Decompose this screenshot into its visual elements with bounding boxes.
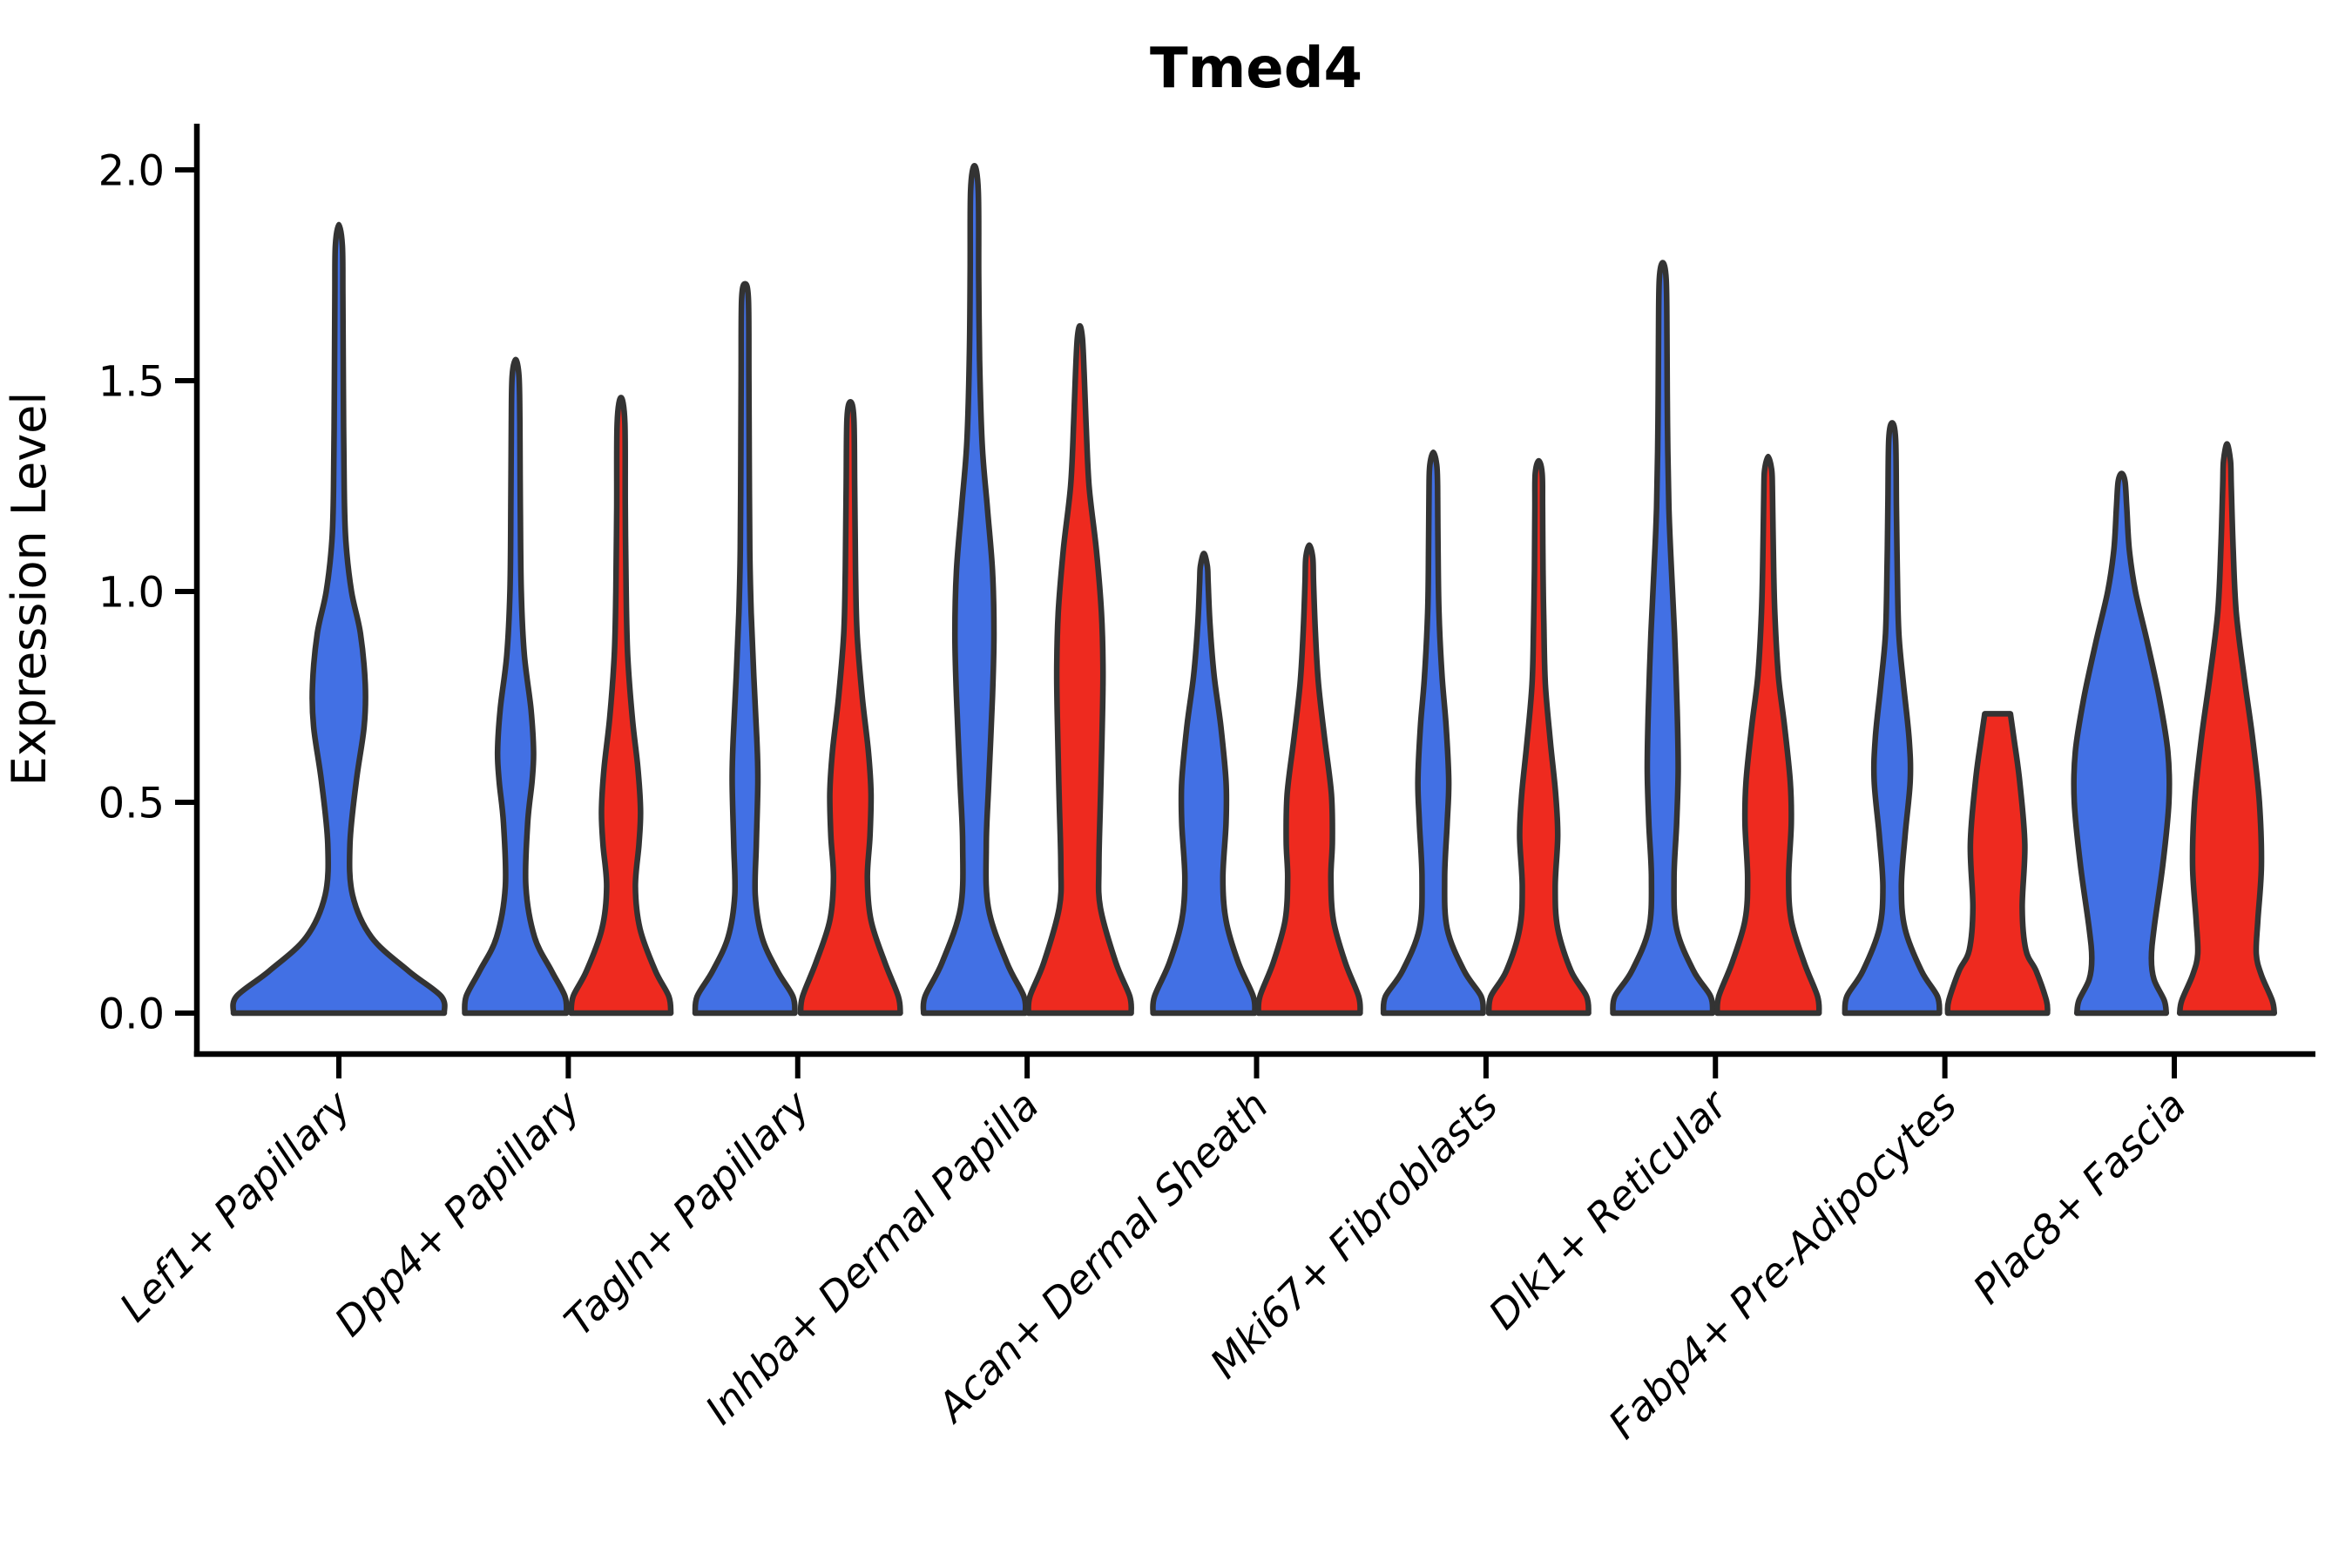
violin-4-blue bbox=[1150, 551, 1258, 1017]
violin-5-blue bbox=[1380, 449, 1486, 1017]
y-tick-label: 0.0 bbox=[98, 990, 165, 1038]
violin-3-red bbox=[1025, 322, 1134, 1017]
violin-1-blue bbox=[462, 356, 570, 1017]
violin-1-red bbox=[568, 395, 674, 1017]
violin-6-blue bbox=[1610, 260, 1716, 1017]
violin-2-blue bbox=[692, 280, 798, 1017]
y-tick-label: 1.5 bbox=[98, 357, 165, 406]
y-tick-label: 2.0 bbox=[98, 146, 165, 195]
violin-4-red bbox=[1255, 542, 1363, 1017]
violins-layer bbox=[230, 162, 2278, 1017]
x-tick-label-1: Dpp4+ Papillary bbox=[325, 1081, 589, 1345]
violin-7-blue bbox=[1842, 420, 1943, 1017]
y-tick-label: 1.0 bbox=[98, 568, 165, 617]
chart-title: Tmed4 bbox=[1150, 37, 1362, 101]
violin-5-red bbox=[1485, 457, 1592, 1017]
violin-0-blue bbox=[230, 221, 448, 1017]
violin-8-red bbox=[2176, 441, 2278, 1017]
x-tick-label-2: Tagln+ Papillary bbox=[555, 1081, 819, 1345]
violin-3-blue bbox=[920, 162, 1029, 1017]
x-tick-label-0: Lef1+ Papillary bbox=[111, 1081, 360, 1330]
violin-6-red bbox=[1714, 453, 1822, 1017]
y-axis-label: Expression Level bbox=[2, 392, 57, 787]
x-tick-label-8: Plac8+ Fascia bbox=[1963, 1082, 2194, 1313]
violin-8-blue bbox=[2071, 470, 2173, 1017]
y-ticks: 0.0 0.5 1.0 1.5 2.0 bbox=[98, 146, 197, 1038]
y-tick-label: 0.5 bbox=[98, 779, 165, 828]
violin-2-red bbox=[797, 398, 903, 1017]
violin-7-red bbox=[1944, 711, 2051, 1017]
x-tick-label-6: Dlk1+ Reticular bbox=[1479, 1079, 1738, 1338]
